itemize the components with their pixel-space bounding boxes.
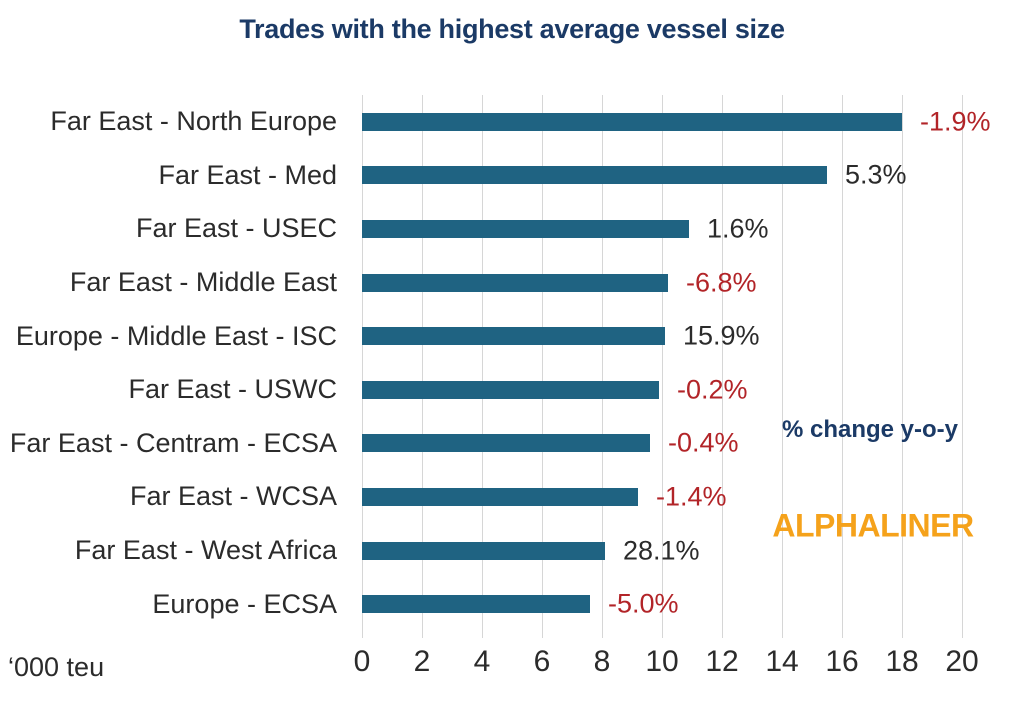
gridline	[422, 95, 423, 631]
value-label: -0.2%	[677, 374, 748, 405]
bar-track: -6.8%	[362, 256, 962, 310]
value-label: 5.3%	[845, 159, 907, 190]
chart-row: Europe - Middle East - ISC 15.9%	[0, 309, 1024, 363]
x-tick-label: 2	[413, 645, 431, 678]
value-label: -1.4%	[656, 481, 727, 512]
axis-tick	[722, 631, 723, 638]
category-label: Far East - West Africa	[74, 535, 337, 566]
bar	[362, 112, 902, 131]
bar-track: 1.6%	[362, 202, 962, 256]
chart-row: Far East - Centram - ECSA -0.4%	[0, 417, 1024, 471]
x-tick-label: 12	[705, 645, 739, 678]
value-label: 28.1%	[623, 535, 700, 566]
gridline	[482, 95, 483, 631]
x-tick-label: 20	[945, 645, 979, 678]
bar-track: 5.3%	[362, 149, 962, 203]
alphaliner-logo: ALPHALINER	[772, 507, 974, 544]
chart-row: Europe - ECSA -5.0%	[0, 577, 1024, 631]
x-tick-label: 6	[533, 645, 551, 678]
axis-tick	[482, 631, 483, 638]
bar	[362, 273, 668, 292]
category-label: Europe - Middle East - ISC	[15, 320, 337, 351]
bar-track: -5.0%	[362, 577, 962, 631]
value-label: -0.4%	[668, 427, 739, 458]
bar	[362, 434, 650, 453]
bar-track: 28.1%	[362, 524, 962, 578]
bar	[362, 595, 590, 614]
bar	[362, 219, 689, 238]
gridline	[722, 95, 723, 631]
axis-tick	[602, 631, 603, 638]
gridline	[782, 95, 783, 631]
category-label: Far East - USWC	[128, 374, 337, 405]
x-tick-label: 10	[645, 645, 679, 678]
chart-row: Far East - USEC 1.6%	[0, 202, 1024, 256]
axis-tick	[842, 631, 843, 638]
bar	[362, 541, 605, 560]
chart-row: Far East - West Africa 28.1%	[0, 524, 1024, 578]
value-label: 1.6%	[707, 213, 769, 244]
yoy-annotation: % change y-o-y	[781, 416, 959, 443]
chart-row: Far East - Middle East -6.8%	[0, 256, 1024, 310]
category-label: Far East - Middle East	[69, 267, 337, 298]
x-tick-label: 8	[593, 645, 611, 678]
x-tick-label: 0	[353, 645, 371, 678]
axis-tick	[542, 631, 543, 638]
chart-row: Far East - WCSA -1.4%	[0, 470, 1024, 524]
chart-title: Trades with the highest average vessel s…	[239, 14, 785, 44]
gridline	[902, 95, 903, 631]
bar-track: 15.9%	[362, 309, 962, 363]
category-label: Far East - USEC	[135, 213, 337, 244]
gridline	[842, 95, 843, 631]
bar	[362, 327, 665, 346]
chart-rows: Far East - North Europe -1.9% Far East - M…	[0, 95, 1024, 631]
value-label: -5.0%	[608, 588, 679, 619]
category-label: Far East - WCSA	[129, 481, 337, 512]
axis-tick	[362, 631, 363, 638]
bar-track: -0.4%	[362, 417, 962, 471]
x-tick-label: 18	[885, 645, 919, 678]
category-label: Far East - Med	[158, 159, 337, 190]
gridline	[602, 95, 603, 631]
x-axis: 0 2 4 6 8 10 12 14 16 18 20	[354, 645, 979, 681]
chart-row: Far East - North Europe -1.9%	[0, 95, 1024, 149]
gridlines	[362, 95, 963, 638]
gridline	[542, 95, 543, 631]
axis-tick	[962, 631, 963, 638]
bar-track: -1.9%	[362, 95, 991, 149]
category-label: Far East - Centram - ECSA	[9, 427, 337, 458]
bar	[362, 487, 638, 506]
category-label: Europe - ECSA	[152, 588, 337, 619]
bar-track: -0.2%	[362, 363, 962, 417]
bar	[362, 380, 659, 399]
axis-tick	[422, 631, 423, 638]
x-tick-label: 16	[825, 645, 859, 678]
gridline	[962, 95, 963, 631]
chart-row: Far East - USWC -0.2%	[0, 363, 1024, 417]
gridline	[362, 95, 363, 631]
axis-tick	[902, 631, 903, 638]
x-tick-label: 4	[473, 645, 491, 678]
bar	[362, 166, 827, 185]
axis-tick	[782, 631, 783, 638]
value-label: -6.8%	[686, 267, 757, 298]
gridline	[662, 95, 663, 631]
category-label: Far East - North Europe	[50, 106, 337, 137]
axis-tick	[662, 631, 663, 638]
bar-track: -1.4%	[362, 470, 962, 524]
axis-unit-label: ‘000 teu	[8, 652, 105, 682]
x-tick-label: 14	[765, 645, 799, 678]
value-label: 15.9%	[683, 320, 760, 351]
value-label: -1.9%	[920, 106, 991, 137]
chart-row: Far East - Med 5.3%	[0, 149, 1024, 203]
